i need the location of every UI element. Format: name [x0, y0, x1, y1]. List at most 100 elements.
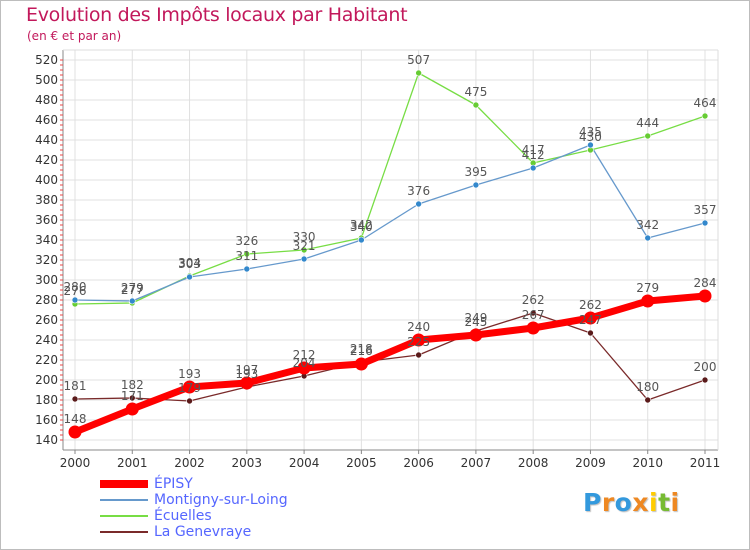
x-tick-label: 2006 — [403, 456, 434, 470]
data-point — [701, 376, 709, 384]
data-label: 435 — [579, 125, 602, 139]
data-label: 276 — [64, 284, 87, 298]
legend-swatch — [100, 480, 148, 488]
chart-title: Evolution des Impôts locaux par Habitant — [26, 4, 408, 26]
y-tick-label: 440 — [35, 133, 58, 147]
data-point — [529, 164, 537, 172]
data-point — [300, 246, 308, 254]
legend-item: Montigny-sur-Loing — [100, 492, 288, 508]
logo-letter: i — [670, 488, 680, 517]
data-label: 342 — [350, 218, 373, 232]
series-line — [74, 312, 706, 402]
data-label: 212 — [293, 348, 316, 362]
y-tick-label: 460 — [35, 113, 58, 127]
data-label: 197 — [235, 363, 258, 377]
x-tick-label: 2003 — [232, 456, 263, 470]
legend-item: La Genevraye — [100, 524, 251, 540]
data-label: 267 — [522, 308, 545, 322]
y-tick-label: 500 — [35, 73, 58, 87]
data-label: 200 — [694, 360, 717, 374]
y-tick-label: 280 — [35, 293, 58, 307]
data-point — [183, 380, 197, 394]
data-point — [644, 234, 652, 242]
data-label: 280 — [64, 280, 87, 294]
data-point — [698, 289, 712, 303]
data-point — [701, 112, 709, 120]
y-tick-label: 420 — [35, 153, 58, 167]
data-label: 279 — [636, 281, 659, 295]
data-label: 321 — [293, 239, 316, 253]
data-label: 311 — [235, 249, 258, 263]
data-point — [644, 396, 652, 404]
data-point — [71, 395, 79, 403]
data-label: 326 — [235, 234, 258, 248]
logo-letter: t — [658, 488, 671, 517]
data-point — [300, 255, 308, 263]
data-label: 262 — [522, 293, 545, 307]
data-label: 193 — [178, 367, 201, 381]
legend-item: ÉPISY — [100, 476, 193, 492]
data-label: 148 — [64, 412, 87, 426]
data-point — [587, 141, 594, 149]
data-label: 279 — [121, 281, 144, 295]
data-label: 376 — [407, 184, 430, 198]
series-line — [71, 292, 709, 436]
legend-swatch — [100, 515, 148, 517]
x-tick-label: 2004 — [289, 456, 320, 470]
data-label: 204 — [293, 356, 316, 370]
y-tick-label: 260 — [35, 313, 58, 327]
legend-item: Écuelles — [100, 508, 212, 524]
data-point — [529, 309, 537, 317]
y-tick-label: 180 — [35, 393, 58, 407]
y-tick-label: 400 — [35, 173, 58, 187]
data-label: 417 — [522, 143, 545, 157]
logo-letter: x — [632, 488, 649, 517]
plot-area — [63, 50, 718, 450]
data-point — [186, 273, 193, 281]
data-label: 240 — [407, 320, 430, 334]
data-label: 330 — [293, 230, 316, 244]
data-label: 262 — [579, 298, 602, 312]
data-point — [412, 333, 426, 347]
legend-swatch — [100, 499, 148, 501]
data-point — [644, 132, 652, 140]
data-label: 171 — [121, 389, 144, 403]
data-point — [243, 265, 251, 273]
logo-letter: o — [614, 488, 633, 517]
x-tick-label: 2000 — [60, 456, 91, 470]
data-label: 180 — [636, 380, 659, 394]
data-label: 277 — [121, 283, 144, 297]
data-point — [128, 394, 136, 402]
data-point — [415, 200, 422, 208]
data-label: 225 — [407, 335, 430, 349]
x-tick-label: 2002 — [174, 456, 205, 470]
x-tick-label: 2007 — [461, 456, 492, 470]
y-tick-label: 340 — [35, 233, 58, 247]
y-tick-label: 220 — [35, 353, 58, 367]
y-tick-label: 380 — [35, 193, 58, 207]
y-tick-label: 240 — [35, 333, 58, 347]
data-point — [297, 361, 311, 375]
data-label: 216 — [350, 344, 373, 358]
data-label: 182 — [121, 378, 144, 392]
proxiti-logo: Proxiti — [583, 488, 680, 517]
data-point — [472, 181, 480, 189]
data-label: 303 — [178, 257, 201, 271]
data-point — [415, 351, 422, 359]
data-label: 284 — [694, 276, 717, 290]
data-label: 507 — [407, 53, 430, 67]
y-tick-label: 320 — [35, 253, 58, 267]
y-tick-label: 140 — [35, 433, 58, 447]
y-tick-label: 480 — [35, 93, 58, 107]
y-tick-label: 200 — [35, 373, 58, 387]
data-label: 412 — [522, 148, 545, 162]
data-label: 475 — [464, 85, 487, 99]
x-tick-label: 2011 — [690, 456, 721, 470]
data-label: 245 — [464, 315, 487, 329]
x-tick-label: 2010 — [632, 456, 663, 470]
legend-label: Écuelles — [154, 508, 212, 524]
data-point — [125, 402, 139, 416]
legend-label: Montigny-sur-Loing — [154, 492, 288, 508]
logo-letter: P — [583, 488, 602, 517]
data-point — [526, 321, 540, 335]
